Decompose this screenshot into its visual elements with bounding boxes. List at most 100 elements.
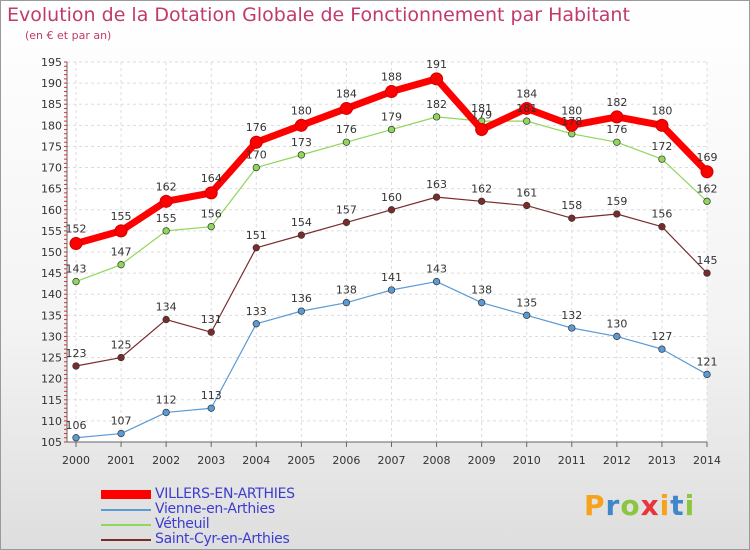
data-point bbox=[432, 113, 441, 121]
data-point bbox=[342, 218, 351, 227]
y-tick-label: 165 bbox=[41, 183, 62, 196]
data-point bbox=[294, 118, 308, 132]
data-label: 170 bbox=[246, 149, 267, 162]
y-tick-label: 135 bbox=[41, 309, 62, 322]
data-point bbox=[72, 434, 80, 442]
x-tick-label: 2005 bbox=[287, 454, 315, 467]
legend-swatch bbox=[101, 509, 151, 511]
y-tick-label: 130 bbox=[41, 330, 62, 343]
data-point bbox=[342, 138, 351, 146]
legend: VILLERS-EN-ARTHIES Vienne-en-Arthies Véthe… bbox=[101, 486, 361, 547]
data-label: 162 bbox=[471, 182, 492, 195]
y-tick-label: 120 bbox=[41, 373, 62, 386]
data-label: 154 bbox=[291, 216, 312, 229]
y-tick-label: 175 bbox=[41, 140, 62, 153]
data-label: 156 bbox=[201, 208, 222, 221]
data-label: 162 bbox=[697, 182, 718, 195]
data-label: 191 bbox=[426, 58, 447, 71]
legend-label: VILLERS-EN-ARTHIES bbox=[155, 486, 295, 502]
data-point bbox=[339, 101, 353, 115]
data-point bbox=[114, 224, 128, 238]
data-point bbox=[162, 227, 170, 235]
data-point bbox=[387, 286, 396, 294]
data-label: 157 bbox=[336, 203, 357, 216]
data-label: 130 bbox=[606, 317, 627, 330]
data-label: 180 bbox=[651, 104, 672, 117]
proxiti-logo: Proxiti bbox=[584, 489, 695, 522]
data-label: 163 bbox=[426, 178, 447, 191]
data-label: 141 bbox=[381, 271, 402, 284]
data-label: 179 bbox=[381, 111, 402, 124]
data-label: 135 bbox=[516, 296, 537, 309]
data-label: 112 bbox=[156, 393, 177, 406]
data-label: 125 bbox=[111, 339, 132, 352]
y-tick-label: 170 bbox=[41, 162, 62, 175]
data-label: 173 bbox=[291, 136, 312, 149]
data-label: 107 bbox=[111, 415, 132, 428]
data-label: 161 bbox=[516, 187, 537, 200]
data-point bbox=[477, 299, 486, 307]
data-label: 132 bbox=[561, 309, 582, 322]
data-point bbox=[72, 362, 80, 370]
data-point bbox=[387, 125, 396, 134]
y-tick-label: 160 bbox=[41, 204, 62, 217]
x-tick-label: 2002 bbox=[152, 454, 180, 467]
y-tick-label: 190 bbox=[41, 77, 62, 90]
data-label: 162 bbox=[156, 180, 177, 193]
data-point bbox=[385, 85, 398, 99]
logo-letter: r bbox=[605, 489, 621, 522]
legend-item: Vétheuil bbox=[101, 516, 361, 532]
legend-label: Saint-Cyr-en-Arthies bbox=[155, 531, 290, 547]
data-point bbox=[700, 165, 714, 179]
data-label: 184 bbox=[516, 87, 537, 100]
data-point bbox=[117, 353, 125, 362]
data-point bbox=[162, 315, 170, 324]
data-label: 179 bbox=[471, 109, 492, 122]
legend-swatch bbox=[101, 539, 151, 541]
data-point bbox=[703, 370, 711, 379]
data-point bbox=[703, 269, 711, 277]
data-point bbox=[658, 223, 666, 231]
data-label: 178 bbox=[561, 115, 582, 128]
logo-letter: o bbox=[620, 489, 641, 522]
data-point bbox=[655, 118, 669, 132]
x-tick-label: 2009 bbox=[468, 454, 496, 467]
data-label: 172 bbox=[651, 140, 672, 153]
data-point bbox=[477, 197, 486, 205]
data-label: 188 bbox=[381, 71, 402, 84]
data-point bbox=[613, 332, 621, 341]
data-label: 106 bbox=[66, 419, 87, 432]
data-label: 182 bbox=[426, 98, 447, 111]
data-point bbox=[520, 101, 534, 115]
data-label: 143 bbox=[66, 263, 87, 276]
y-tick-label: 140 bbox=[41, 288, 62, 301]
data-point bbox=[159, 194, 173, 208]
x-tick-label: 2011 bbox=[558, 454, 586, 467]
data-point bbox=[69, 237, 83, 251]
data-label: 113 bbox=[201, 389, 222, 402]
data-point bbox=[297, 151, 306, 159]
data-label: 151 bbox=[246, 229, 267, 242]
y-tick-label: 185 bbox=[41, 98, 62, 111]
legend-label: Vétheuil bbox=[155, 516, 210, 532]
x-tick-label: 2013 bbox=[648, 454, 676, 467]
data-label: 145 bbox=[697, 254, 718, 267]
y-tick-label: 125 bbox=[41, 352, 62, 365]
data-point bbox=[432, 193, 441, 201]
data-label: 184 bbox=[336, 87, 357, 100]
data-label: 147 bbox=[111, 246, 132, 259]
legend-item: Saint-Cyr-en-Arthies bbox=[101, 531, 361, 547]
data-label: 159 bbox=[606, 195, 627, 208]
data-point bbox=[658, 155, 666, 163]
data-label: 123 bbox=[66, 347, 87, 360]
logo-letter: i bbox=[659, 489, 671, 522]
data-label: 182 bbox=[606, 96, 627, 109]
data-point bbox=[613, 210, 621, 218]
chart-subtitle: (en € et par an) bbox=[25, 29, 112, 42]
logo-letter: i bbox=[684, 489, 696, 522]
data-point bbox=[252, 320, 260, 328]
data-label: 180 bbox=[291, 104, 312, 117]
data-label: 181 bbox=[471, 102, 492, 115]
data-point bbox=[475, 123, 489, 137]
